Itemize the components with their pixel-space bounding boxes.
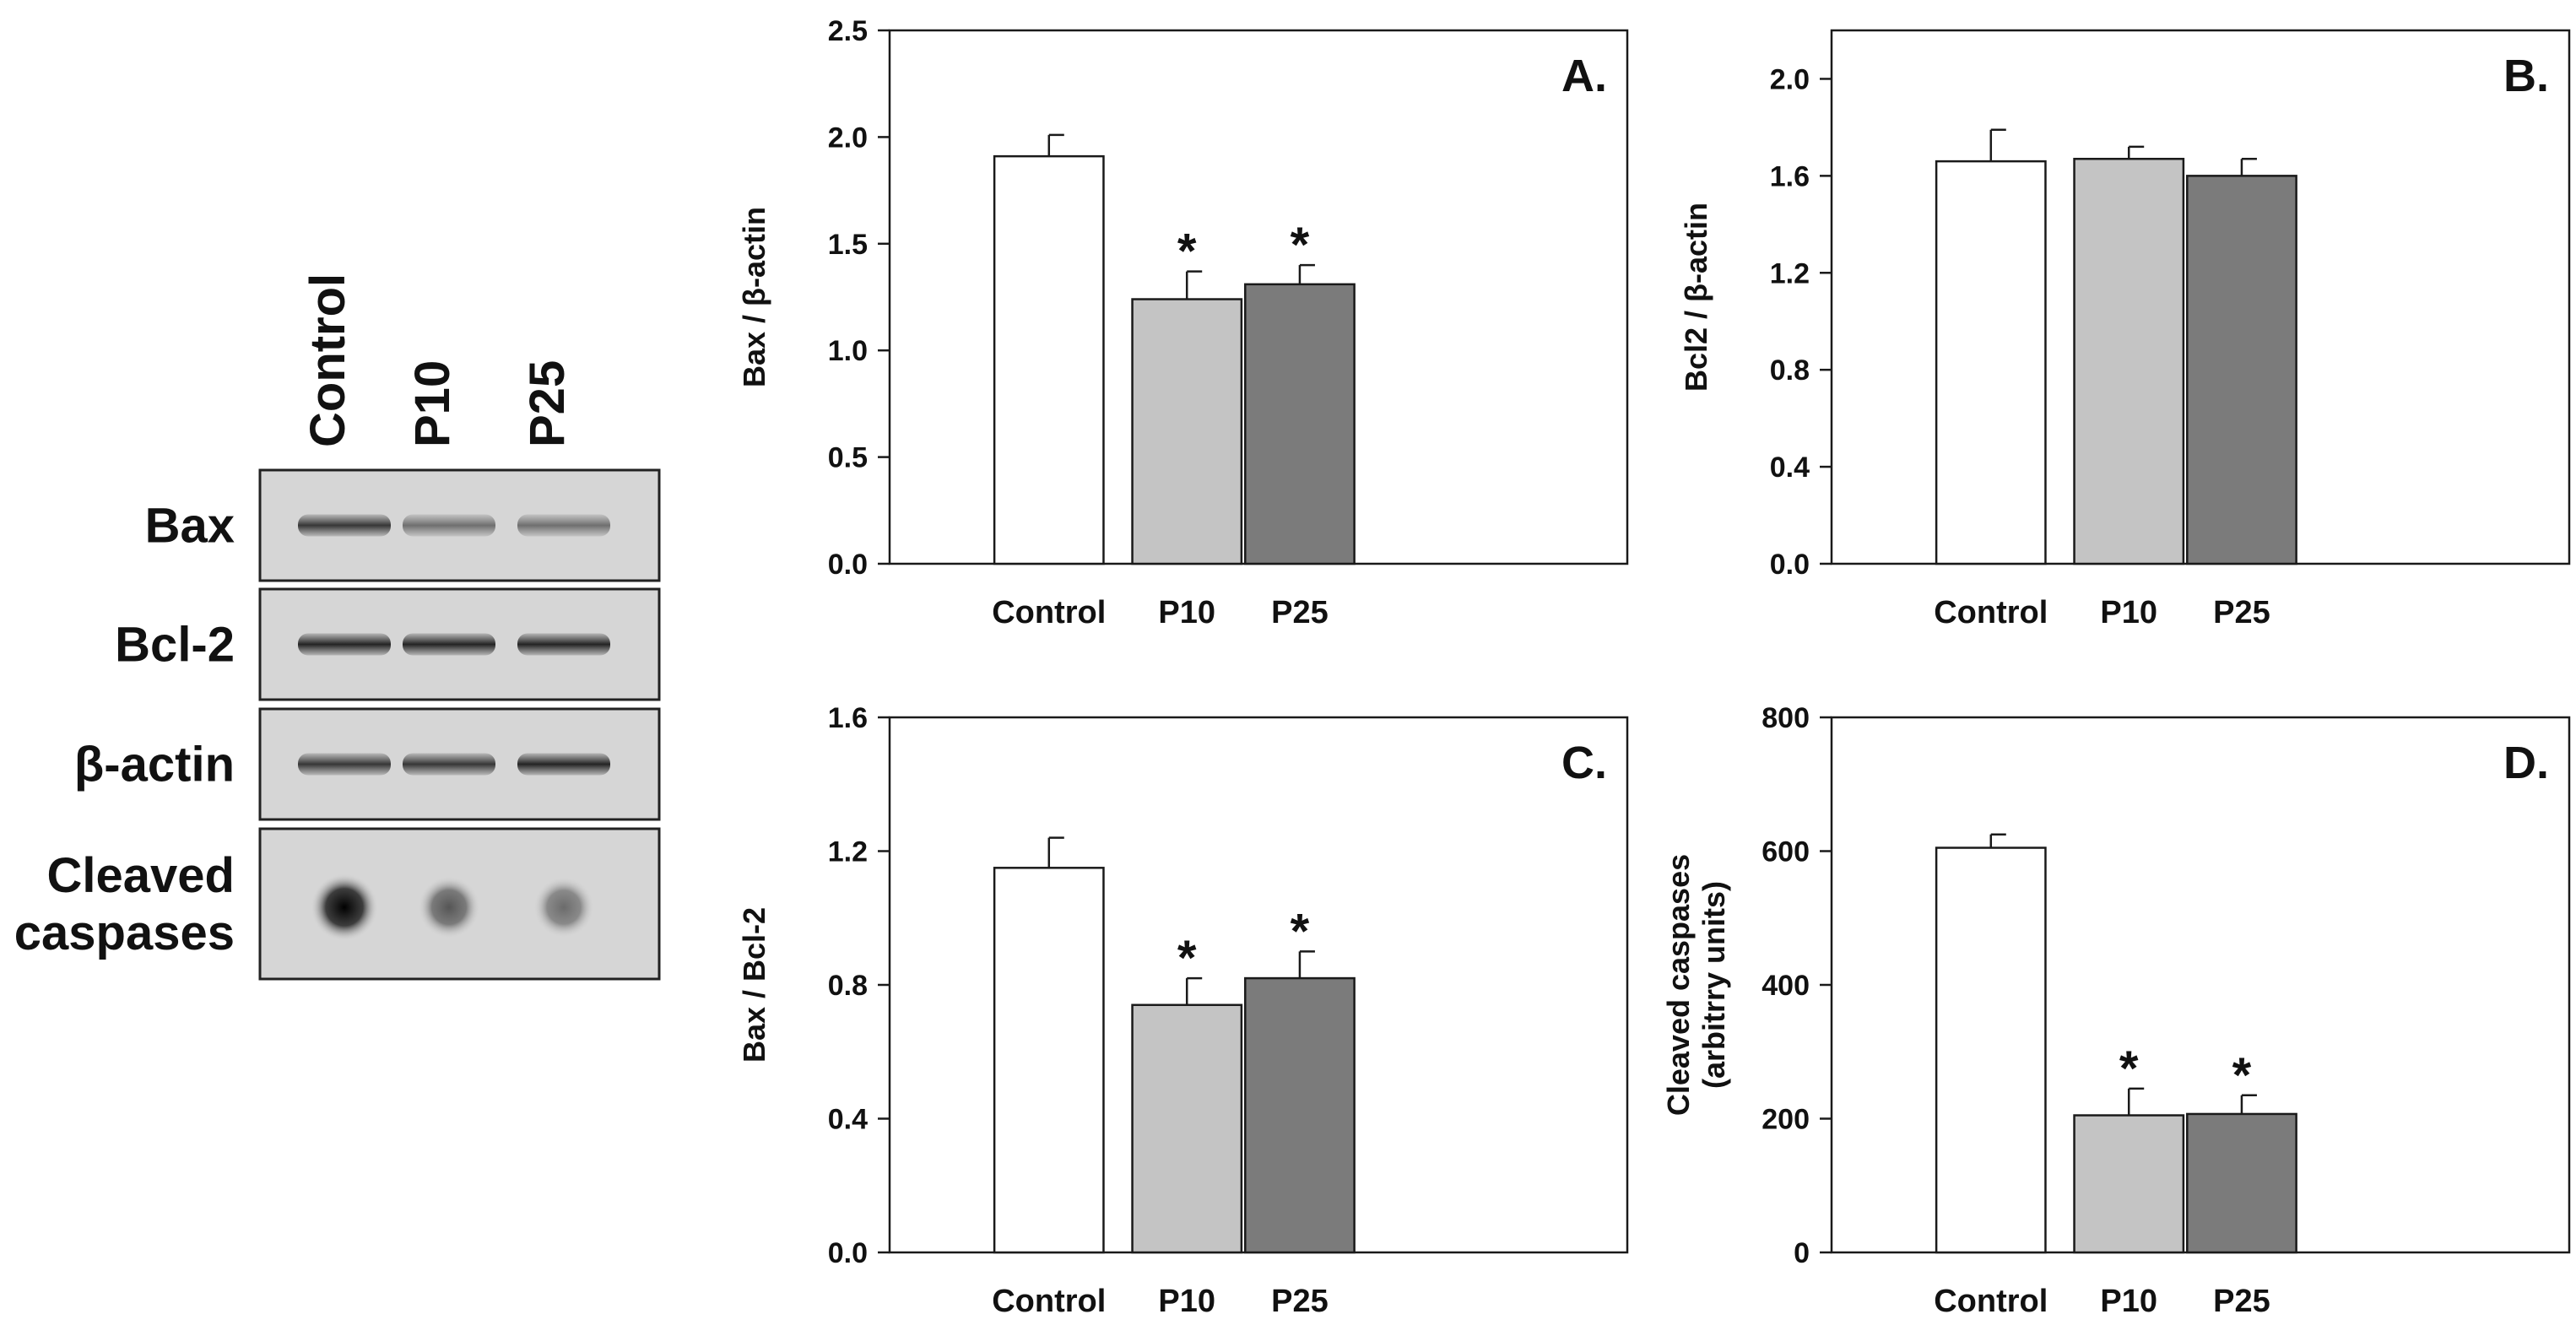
blot-band xyxy=(517,753,610,776)
blot-lane-label: P25 xyxy=(520,360,575,447)
significance-marker: * xyxy=(1177,224,1197,279)
x-tick-label: Control xyxy=(992,595,1106,630)
panel-label: A. xyxy=(1561,51,1607,101)
blot-row-label: Cleaved xyxy=(47,848,235,903)
x-tick-label: P25 xyxy=(1271,1284,1329,1319)
x-tick-label: Control xyxy=(992,1284,1106,1319)
blot-band xyxy=(298,633,391,656)
bar xyxy=(2073,1114,2185,1254)
bar xyxy=(1131,298,1243,565)
y-axis-label: Bcl2 / β-actin xyxy=(1679,203,1713,392)
significance-marker: * xyxy=(1291,904,1310,959)
blot-band xyxy=(403,514,495,537)
bar xyxy=(1935,160,2047,565)
bar xyxy=(1244,976,1356,1254)
y-axis-label: Bax / Bcl-2 xyxy=(737,907,771,1063)
y-tick-label: 0.4 xyxy=(828,1104,868,1136)
x-tick-label: P25 xyxy=(2213,1284,2270,1319)
y-tick-label: 1.2 xyxy=(1770,257,1810,289)
x-tick-label: Control xyxy=(1934,595,2048,630)
chart-panel: 0.0 0.4 0.8 1.2 1.6 Bax / Bcl-2 C. Control * P10 *… xyxy=(737,702,1629,1319)
x-tick-label: P10 xyxy=(2100,595,2157,630)
blot-band xyxy=(403,633,495,656)
y-tick-label: 1.6 xyxy=(1770,160,1810,192)
blot-lane-label: P10 xyxy=(405,360,460,447)
bar-charts: 0.0 0.5 1.0 1.5 2.0 2.5 Bax / β-actin A. Control… xyxy=(737,15,2571,1319)
y-tick-label: 2.0 xyxy=(1770,63,1810,95)
bar xyxy=(993,154,1105,565)
x-tick-label: P10 xyxy=(1158,1284,1215,1319)
blot-row-label: Bax xyxy=(145,499,235,554)
blot-lane-label: Control xyxy=(300,273,355,447)
x-tick-label: P10 xyxy=(1158,595,1215,630)
y-tick-label: 0.0 xyxy=(828,549,868,581)
y-tick-label: 1.6 xyxy=(828,702,868,734)
panel-label: C. xyxy=(1561,738,1607,788)
bar xyxy=(993,867,1105,1254)
y-tick-label: 0.0 xyxy=(828,1237,868,1269)
significance-marker: * xyxy=(1177,931,1197,986)
significance-marker: * xyxy=(1291,218,1310,273)
bar xyxy=(2186,1112,2297,1254)
panel-label: D. xyxy=(2503,738,2549,788)
x-tick-label: P25 xyxy=(2213,595,2270,630)
y-axis-label: Bax / β-actin xyxy=(737,207,771,387)
y-tick-label: 0 xyxy=(1794,1237,1810,1269)
x-tick-label: P10 xyxy=(2100,1284,2157,1319)
western-blot: Control P10 P25 Bax Bcl-2 β-actin Cleavedcaspa… xyxy=(14,273,661,981)
y-tick-label: 600 xyxy=(1762,836,1810,868)
bar xyxy=(2073,158,2185,565)
y-tick-label: 0.8 xyxy=(828,970,868,1002)
x-tick-label: P25 xyxy=(1271,595,1329,630)
blot-band xyxy=(517,633,610,656)
y-tick-label: 800 xyxy=(1762,702,1810,734)
chart-panel: 0.0 0.4 0.8 1.2 1.6 2.0 Bcl2 / β-actin B. Contro… xyxy=(1679,29,2571,630)
y-tick-label: 0.0 xyxy=(1770,549,1810,581)
x-tick-label: Control xyxy=(1934,1284,2048,1319)
panel-label: B. xyxy=(2503,51,2549,101)
y-axis-label: Cleaved caspases xyxy=(1661,854,1696,1116)
significance-marker: * xyxy=(2119,1041,2139,1096)
y-tick-label: 1.5 xyxy=(828,229,868,261)
bar xyxy=(1131,1003,1243,1254)
blot-row-label: Bcl-2 xyxy=(115,618,235,673)
blot-dot xyxy=(533,877,594,938)
blot-row-label: caspases xyxy=(14,906,235,960)
y-tick-label: 1.2 xyxy=(828,836,868,868)
blot-band xyxy=(298,514,391,537)
bar xyxy=(2186,175,2297,565)
y-tick-label: 400 xyxy=(1762,970,1810,1002)
blot-band xyxy=(517,514,610,537)
y-tick-label: 1.0 xyxy=(828,335,868,367)
y-tick-label: 0.5 xyxy=(828,442,868,474)
blot-band xyxy=(403,753,495,776)
significance-marker: * xyxy=(2232,1048,2252,1103)
blot-dot xyxy=(311,873,378,941)
bar xyxy=(1935,846,2047,1254)
chart-panel: 0.0 0.5 1.0 1.5 2.0 2.5 Bax / β-actin A. Control… xyxy=(737,15,1629,630)
blot-dot xyxy=(418,876,480,938)
blot-row-label: β-actin xyxy=(74,738,235,792)
y-tick-label: 2.5 xyxy=(828,15,868,47)
blot-band xyxy=(298,753,391,776)
y-tick-label: 0.4 xyxy=(1770,452,1810,484)
y-tick-label: 200 xyxy=(1762,1104,1810,1136)
y-axis-label: (arbitrry units) xyxy=(1697,881,1731,1089)
bar xyxy=(1244,283,1356,565)
y-tick-label: 0.8 xyxy=(1770,354,1810,387)
chart-panel: 0 200 400 600 800 Cleaved caspases (arbitrry u… xyxy=(1661,702,2571,1319)
y-tick-label: 2.0 xyxy=(828,122,868,154)
